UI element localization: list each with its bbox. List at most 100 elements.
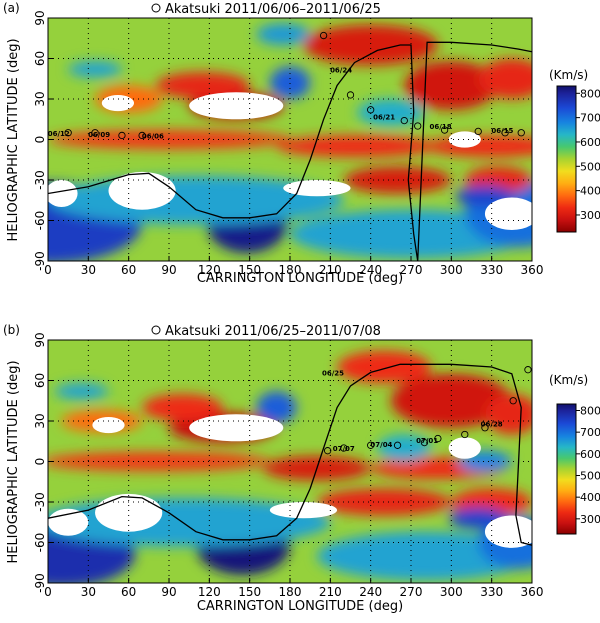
panel-a-track-label-0: 06/24 [330, 66, 352, 74]
panel-a-track-point-8 [517, 129, 525, 137]
panel-b-track-point-8 [340, 444, 348, 452]
panel-b-data-gaps [48, 414, 532, 548]
panel-a-data-gap-4 [283, 180, 351, 197]
panel-b-speed-region-5 [48, 452, 270, 471]
panel-b-y-ticks: -90 -60 -30 0 30 60 90 [33, 332, 53, 593]
colorbar-b-unit: (Km/s) [549, 373, 588, 387]
panel-b-speed-region-14 [337, 350, 432, 384]
panel-a: (a) Akatsuki 2011/06/06–2011/06/25 06/24… [3, 1, 543, 286]
panel-b-track-labels: 06/25 06/28 07/01 07/04 07/07 [322, 369, 503, 453]
panel-a-y-tick-label-4: 30 [33, 91, 47, 106]
panel-a-data-gap-3 [101, 94, 135, 112]
colorbar-b-ticks: 300 400 500 600 700 800 [576, 405, 600, 526]
panel-b-track-label-1: 06/28 [481, 421, 503, 429]
panel-b-data-gap-0 [95, 493, 163, 532]
panel-b-label: (b) [3, 323, 20, 337]
panel-b-x-tick-label-10: 300 [440, 585, 463, 599]
colorbar-b-tick-label-2: 500 [580, 470, 600, 483]
panel-b-grid [48, 340, 532, 583]
colorbar-a-tick-label-3: 600 [580, 136, 600, 149]
panel-a-track-label-6: 06/06 [142, 132, 164, 140]
panel-b-y-tick-label-5: 60 [33, 373, 47, 388]
panel-a-y-label: HELIOGRAPHIC LATITUDE (deg) [6, 38, 21, 241]
panel-a-track-point-0 [319, 31, 328, 40]
panel-b-y-tick-label-3: 0 [33, 458, 47, 466]
panel-a-track-point-9 [64, 129, 72, 137]
panel-b-speed-region-16 [54, 383, 109, 400]
panel-a-data-gap-6 [484, 197, 532, 230]
panel-b-y-tick-label-4: 30 [33, 413, 47, 428]
panel-a-track [64, 31, 525, 140]
panel-a-title-marker [151, 3, 161, 13]
panel-a-track-point-10 [91, 129, 99, 137]
panel-a-label: (a) [3, 1, 20, 15]
panel-a-track-labels: 06/24 06/21 06/18 06/15 06/12 06/09 06/06 [48, 66, 514, 140]
panel-b-track-point-6 [393, 441, 402, 449]
panel-a-x-tick-label-7: 210 [319, 263, 342, 277]
panel-b-speed-region-11 [142, 394, 223, 421]
colorbar-a-scale [556, 85, 577, 233]
panel-a-y-tick-label-0: -90 [33, 251, 47, 271]
panel-b-x-tick-label-12: 360 [521, 585, 544, 599]
panel-b-track-point-2 [481, 424, 489, 432]
panel-a-data-gap-0 [108, 171, 176, 210]
panel-a-x-label: CARRINGTON LONGITUDE (deg) [197, 271, 403, 286]
panel-b-y-tick-label-0: -90 [33, 573, 47, 593]
panel-b-x-ticks: 0 30 60 90 120 150 180 210 240 270 300 330 360 [44, 578, 543, 599]
colorbar-b-scale [556, 403, 577, 535]
panel-b-track-point-5 [420, 438, 429, 447]
panel-b-x-tick-label-0: 0 [44, 585, 52, 599]
colorbar-b: (Km/s) 300 400 500 600 700 800 [549, 373, 600, 535]
panel-a-title-text: Akatsuki 2011/06/06–2011/06/25 [165, 2, 381, 17]
panel-a-track-point-11 [118, 131, 126, 140]
panel-b-neutral-line-group [48, 363, 532, 546]
panel-b-y-tick-label-1: -60 [33, 533, 47, 553]
colorbar-a-tick-label-4: 700 [580, 112, 600, 125]
panel-a-track-point-12 [138, 131, 146, 140]
panel-a-speed-region-11 [155, 72, 250, 99]
panel-b: (b) Akatsuki 2011/06/25–2011/07/08 06/25… [3, 323, 543, 614]
panel-a-y-ticks: -90 -60 -30 0 30 60 90 [33, 10, 53, 271]
panel-a-track-point-2 [367, 106, 375, 114]
panel-b-x-label: CARRINGTON LONGITUDE (deg) [197, 599, 403, 614]
panel-a-x-tick-label-9: 270 [400, 263, 423, 277]
panel-a-x-tick-label-1: 30 [81, 263, 96, 277]
panel-a-y-tick-label-1: -60 [33, 211, 47, 231]
panel-b-y-tick-label-6: 90 [33, 332, 47, 347]
panel-a-x-tick-label-8: 240 [359, 263, 382, 277]
colorbar-a-tick-label-5: 800 [580, 87, 600, 100]
panel-a-x-tick-label-0: 0 [44, 263, 52, 277]
panel-a-x-tick-label-5: 150 [238, 263, 261, 277]
colorbar-b-tick-label-3: 600 [580, 448, 600, 461]
panel-b-speed-region-8 [316, 488, 452, 516]
panel-b-y-tick-label-2: -30 [33, 492, 47, 512]
panel-a-neutral-line-group [48, 41, 532, 261]
panel-b-data-gap-3 [92, 416, 125, 434]
panel-b-x-tick-label-11: 330 [480, 585, 503, 599]
panel-a-x-tick-label-2: 60 [121, 263, 136, 277]
panel-a-speed-region-6 [276, 135, 438, 158]
panel-a-speed-region-16 [68, 61, 122, 78]
panel-b-x-tick-label-7: 210 [319, 585, 342, 599]
panel-b-speed-region-17 [256, 391, 297, 424]
colorbar-a-tick-label-1: 400 [580, 185, 600, 198]
panel-a-track-point-7 [501, 129, 509, 137]
panel-a-x-ticks: 0 30 60 90 120 150 180 210 240 270 300 330 360 [44, 256, 543, 277]
panel-a-x-tick-label-3: 90 [161, 263, 176, 277]
panel-b-data-gap-2 [189, 414, 284, 442]
panel-a-speed-region-12 [303, 24, 438, 66]
panel-b-y-label: HELIOGRAPHIC LATITUDE (deg) [6, 360, 21, 563]
panel-b-speed-region-18 [377, 434, 432, 462]
panel-b-track-point-3 [461, 430, 469, 439]
panel-a-data-gap-2 [189, 92, 284, 120]
colorbar-a-tick-label-0: 300 [580, 209, 600, 222]
panel-b-track-point-7 [367, 441, 375, 449]
panel-a-track-label-3: 06/15 [491, 127, 513, 135]
panel-a-y-tick-label-2: -30 [33, 170, 47, 190]
panel-b-track-point-4 [434, 434, 442, 443]
panel-b-track-label-2: 07/01 [416, 437, 438, 445]
panel-a-x-tick-label-6: 180 [279, 263, 302, 277]
panel-b-neutral-line-0 [48, 363, 532, 546]
panel-a-y-tick-label-3: 0 [33, 136, 47, 144]
